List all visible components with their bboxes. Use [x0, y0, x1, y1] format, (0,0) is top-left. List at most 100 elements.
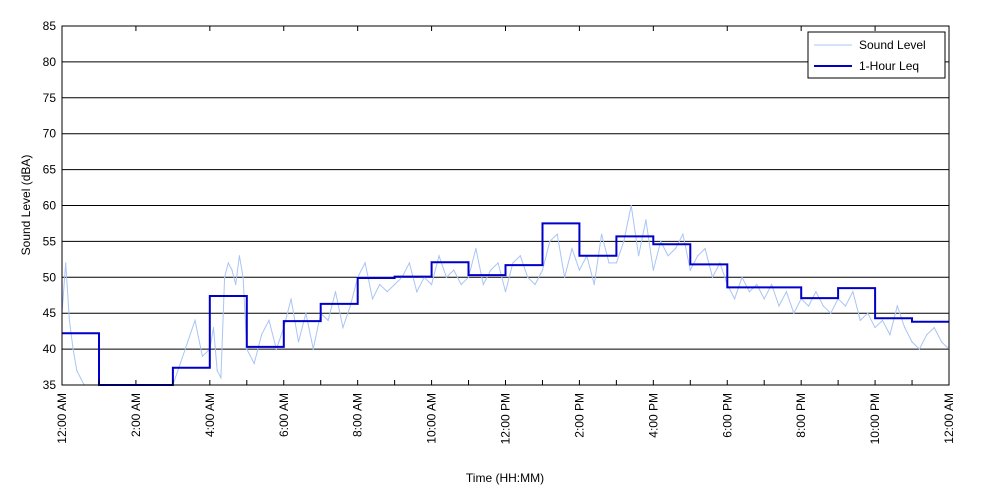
- sound-level-point: [445, 276, 447, 278]
- x-axis-ticks: 12:00 AM 2:00 AM 4:00 AM 6:00 AM 8:00 AM 10:0…: [55, 26, 956, 444]
- sound-level-point: [312, 348, 314, 350]
- sound-level-point: [246, 348, 248, 350]
- sound-level-point: [889, 334, 891, 336]
- sound-level-point: [386, 291, 388, 293]
- sound-level-point: [867, 312, 869, 314]
- sound-level-point: [615, 262, 617, 264]
- sound-level-point: [187, 341, 189, 343]
- sound-level-point: [822, 305, 824, 307]
- y-tick-label: 70: [43, 127, 57, 141]
- sound-level-point: [467, 276, 470, 278]
- x-tick-label: 8:00 PM: [794, 393, 808, 438]
- y-tick-label: 75: [43, 91, 57, 105]
- sound-level-point: [65, 262, 67, 264]
- y-tick-label: 80: [43, 55, 57, 69]
- sound-level-point: [349, 305, 351, 307]
- sound-level-point: [763, 298, 765, 300]
- sound-level-point: [238, 255, 240, 257]
- sound-level-point: [807, 305, 810, 307]
- sound-level-point: [68, 319, 70, 321]
- sound-level-point: [623, 240, 625, 242]
- sound-level-point: [852, 291, 854, 293]
- sound-level-point: [608, 262, 610, 264]
- x-tick-label: 6:00 AM: [277, 393, 291, 437]
- sound-level-point: [630, 204, 632, 207]
- y-axis-ticks: 35 40 45 50 55 60 65 70 75 80 85: [43, 19, 57, 392]
- sound-level-point: [224, 276, 226, 278]
- x-tick-label: 8:00 AM: [351, 393, 365, 437]
- x-tick-label: 2:00 AM: [129, 393, 143, 437]
- sound-level-point: [497, 262, 499, 264]
- sound-level-point: [682, 233, 684, 235]
- sound-level-point: [430, 283, 433, 286]
- sound-level-point: [918, 348, 921, 350]
- sound-level-point: [268, 319, 270, 321]
- y-tick-label: 55: [43, 234, 57, 248]
- sound-level-point: [231, 269, 233, 271]
- sound-level-point: [305, 312, 307, 314]
- sound-level-point: [571, 247, 573, 250]
- sound-level-point: [519, 255, 521, 257]
- sound-level-point: [874, 326, 876, 329]
- sound-level-point: [734, 298, 736, 300]
- y-tick-label: 50: [43, 270, 57, 284]
- sound-level-point: [771, 283, 773, 286]
- sound-level-point: [194, 319, 196, 321]
- legend: Sound Level 1-Hour Leq: [807, 31, 946, 79]
- sound-level-point: [490, 269, 492, 271]
- sound-level-point: [645, 219, 647, 221]
- sound-level-point: [371, 298, 374, 300]
- x-tick-label: 12:00 AM: [942, 393, 956, 444]
- sound-level-point: [179, 362, 181, 365]
- sound-level-point: [253, 362, 255, 365]
- sound-level-point: [275, 348, 277, 350]
- sound-level-point: [881, 319, 884, 321]
- sound-level-point: [72, 348, 74, 350]
- sound-level-point: [334, 291, 337, 293]
- sound-level-point: [941, 341, 943, 343]
- sound-level-point: [504, 291, 507, 293]
- x-tick-label: 12:00 PM: [499, 393, 513, 444]
- sound-level-point: [534, 283, 536, 286]
- sound-level-point: [815, 291, 817, 293]
- sound-level-point: [689, 269, 691, 271]
- y-tick-label: 35: [43, 378, 57, 392]
- x-tick-label: 2:00 PM: [572, 393, 586, 438]
- x-tick-label: 10:00 PM: [868, 393, 882, 444]
- y-tick-label: 85: [43, 19, 57, 33]
- sound-level-point: [674, 247, 677, 250]
- sound-level-point: [756, 283, 758, 286]
- sound-level-point: [719, 262, 721, 264]
- sound-level-point: [785, 291, 787, 293]
- sound-level-point: [460, 283, 462, 286]
- sound-level-point: [364, 262, 366, 264]
- sound-level-point: [578, 269, 581, 271]
- sound-level-point: [527, 276, 529, 278]
- sound-level-point: [778, 305, 780, 307]
- x-tick-label: 12:00 AM: [55, 393, 69, 444]
- sound-level-point: [227, 262, 229, 264]
- sound-level-point: [201, 355, 204, 357]
- sound-level-point: [235, 283, 237, 286]
- y-tick-label: 45: [43, 306, 57, 320]
- sound-level-point: [741, 276, 743, 278]
- sound-level-point: [475, 247, 477, 250]
- x-axis-label: Time (HH:MM): [466, 471, 544, 485]
- y-axis-label: Sound Level (dBA): [19, 155, 33, 256]
- legend-label-sound-level: Sound Level: [859, 38, 926, 52]
- sound-level-point: [652, 269, 654, 271]
- x-tick-label: 10:00 AM: [425, 393, 439, 444]
- sound-level-point: [904, 326, 906, 329]
- sound-level-point: [748, 291, 751, 293]
- sound-level-point: [212, 326, 215, 329]
- sound-level-point: [76, 370, 78, 372]
- y-tick-label: 40: [43, 342, 57, 356]
- sound-level-point: [637, 255, 640, 257]
- sound-level-point: [220, 377, 222, 379]
- sound-level-point: [830, 312, 832, 314]
- sound-level-point: [290, 298, 292, 300]
- legend-box: [807, 31, 946, 79]
- sound-level-point: [704, 247, 706, 250]
- sound-level-point: [216, 370, 218, 372]
- sound-level-point: [844, 305, 847, 307]
